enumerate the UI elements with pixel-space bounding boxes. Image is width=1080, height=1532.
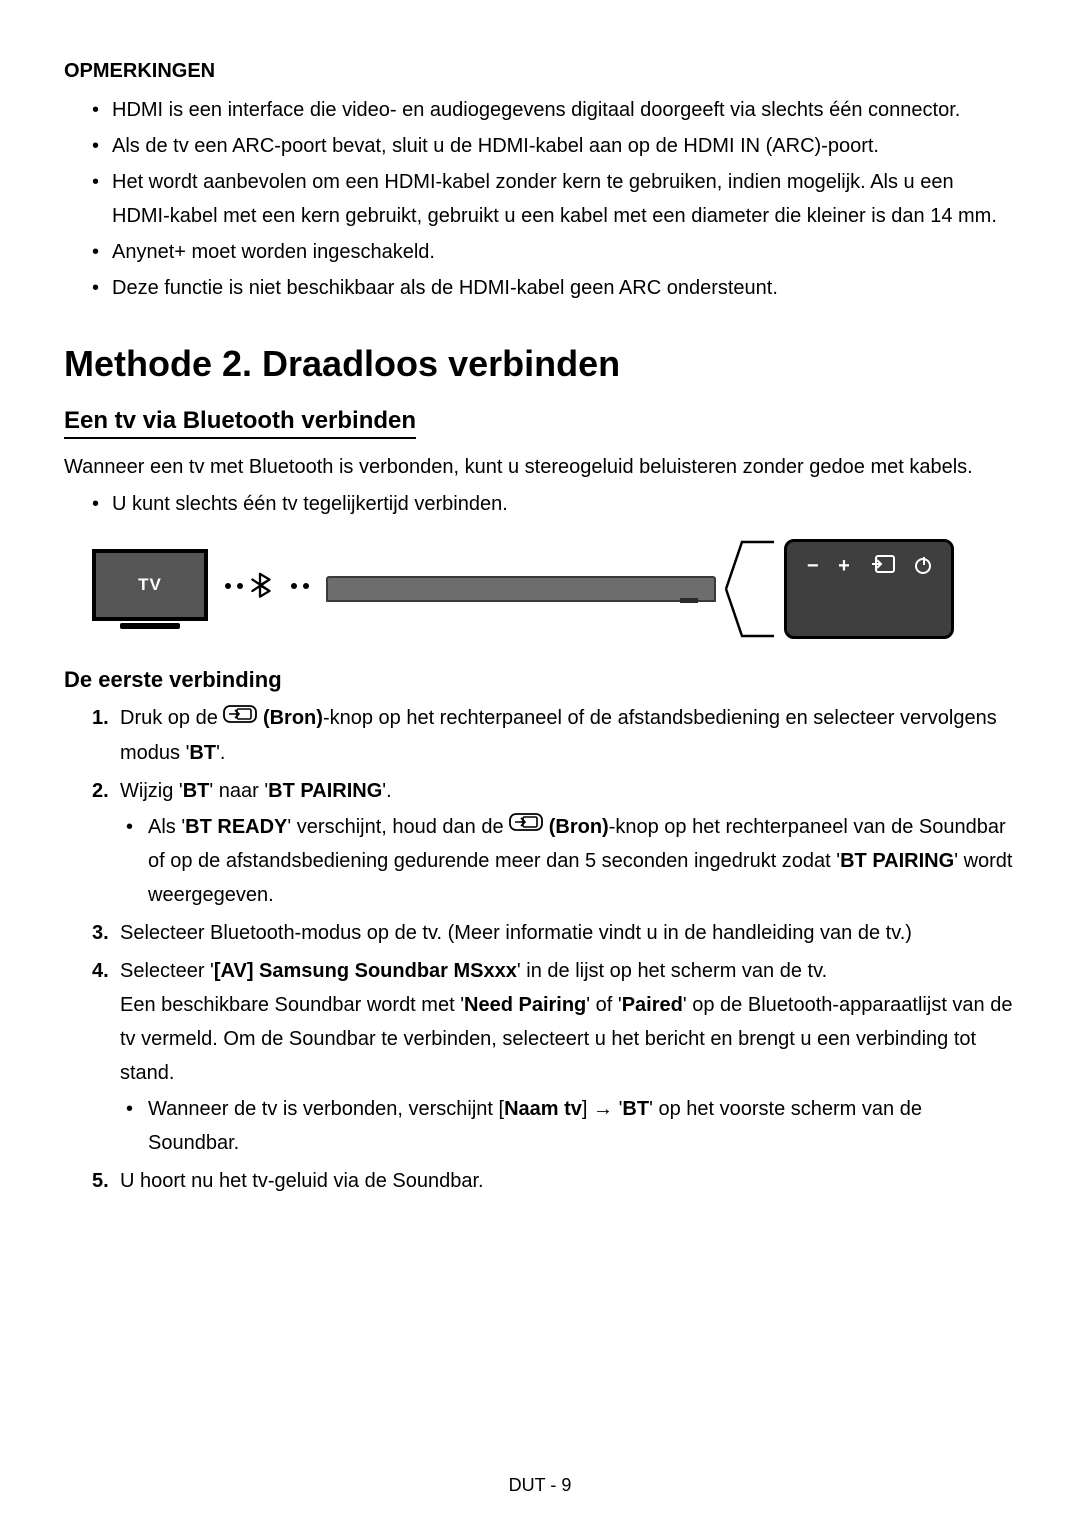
step-item: Selecteer '[AV] Samsung Soundbar MSxxx' … [92,954,1016,1160]
text: BT PAIRING [268,780,382,802]
text: Wijzig ' [120,780,183,802]
tv-icon: TV [92,549,208,629]
text: Druk op de [120,707,223,729]
text: Een beschikbare Soundbar wordt met ' [120,994,464,1016]
text: BT READY [185,816,287,838]
plus-icon: + [838,555,850,578]
source-icon [870,554,896,579]
power-icon [915,558,931,574]
text: Need Pairing [464,994,586,1016]
list-item: HDMI is een interface die video- en audi… [92,93,1016,127]
steps-list: Druk op de (Bron)-knop op het rechterpan… [64,701,1016,1198]
source-icon [509,808,543,842]
source-icon [223,700,257,734]
text: ] → ' [582,1098,623,1120]
page-footer: DUT - 9 [0,1475,1080,1496]
list-item: Deze functie is niet beschikbaar als de … [92,271,1016,305]
text: Als ' [148,816,185,838]
list-item: Wanneer de tv is verbonden, verschijnt [… [126,1092,1016,1160]
list-item: Als 'BT READY' verschijnt, houd dan de (… [126,810,1016,913]
connection-diagram: TV − + [92,539,1016,639]
step-item: Wijzig 'BT' naar 'BT PAIRING'. Als 'BT R… [92,774,1016,913]
text: Selecteer ' [120,960,214,982]
text: ' verschijnt, houd dan de [287,816,509,838]
notes-heading: OPMERKINGEN [64,60,1016,83]
text: BT [622,1098,649,1120]
intro-text: Wanneer een tv met Bluetooth is verbonde… [64,451,1016,483]
text: BT [189,742,216,764]
text: [AV] Samsung Soundbar MSxxx [214,960,517,982]
text: (Bron) [543,816,609,838]
text: BT [183,780,210,802]
steps-heading: De eerste verbinding [64,667,1016,693]
subsection-heading: Een tv via Bluetooth verbinden [64,407,416,439]
text: Naam tv [504,1098,582,1120]
text: ' in de lijst op het scherm van de tv. [517,960,827,982]
notes-list: HDMI is een interface die video- en audi… [64,93,1016,305]
soundbar-icon [326,576,716,602]
text: ' naar ' [209,780,268,802]
list-item: Het wordt aanbevolen om een HDMI-kabel z… [92,165,1016,233]
callout-line [730,554,770,624]
text: (Bron) [257,707,323,729]
remote-icon: − + [784,539,954,639]
bluetooth-icon [222,571,312,608]
intro-bullets: U kunt slechts één tv tegelijkertijd ver… [64,487,1016,521]
text: '. [216,742,225,764]
list-item: U kunt slechts één tv tegelijkertijd ver… [92,487,1016,521]
step-item: U hoort nu het tv-geluid via de Soundbar… [92,1164,1016,1198]
text: ' of ' [586,994,621,1016]
section-heading: Methode 2. Draadloos verbinden [64,343,1016,385]
step-item: Druk op de (Bron)-knop op het rechterpan… [92,701,1016,770]
text: '. [382,780,391,802]
tv-label: TV [138,575,162,595]
step-item: Selecteer Bluetooth-modus op de tv. (Mee… [92,916,1016,950]
text: Paired [622,994,683,1016]
text: BT PAIRING [840,850,954,872]
text: Wanneer de tv is verbonden, verschijnt [ [148,1098,504,1120]
minus-icon: − [807,555,819,578]
list-item: Als de tv een ARC-poort bevat, sluit u d… [92,129,1016,163]
list-item: Anynet+ moet worden ingeschakeld. [92,235,1016,269]
